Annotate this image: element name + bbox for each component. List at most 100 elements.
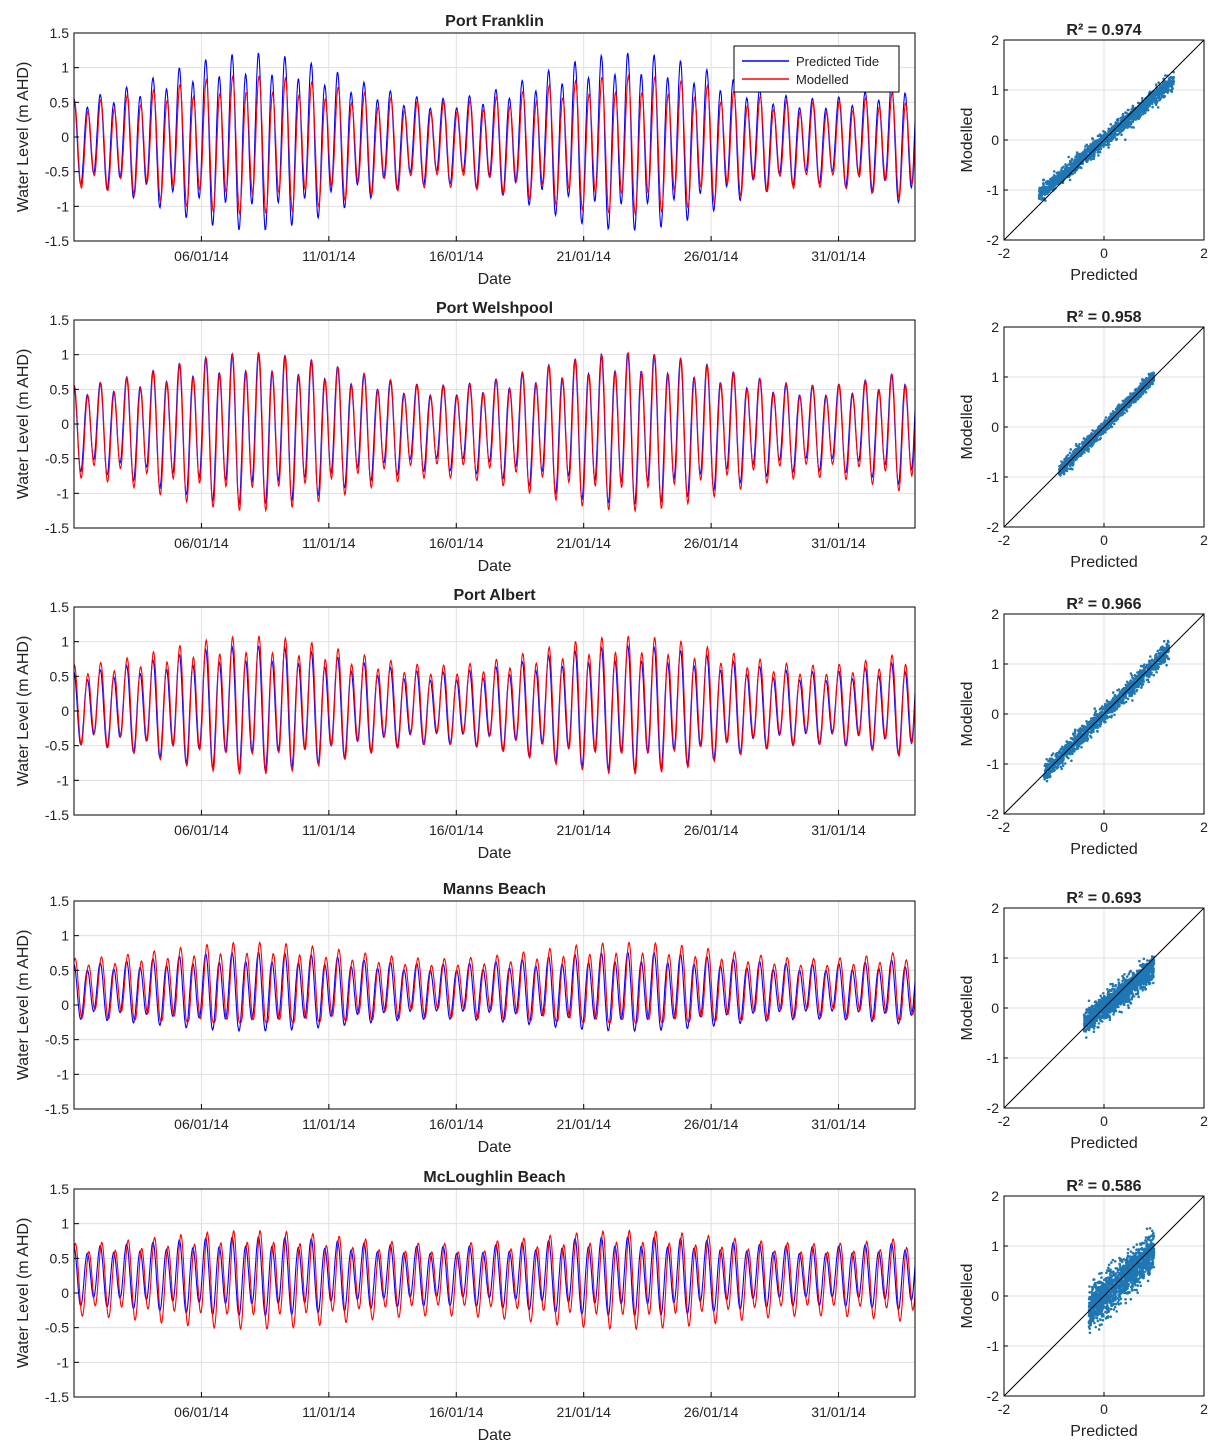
scatter-point	[1137, 113, 1140, 116]
scatter-point	[1085, 439, 1089, 442]
scatter-point	[1068, 451, 1072, 455]
x-tick-label: -2	[998, 819, 1011, 835]
y-tick-label: 0	[991, 706, 999, 722]
scatter-point	[1063, 745, 1067, 749]
scatter-point	[1043, 777, 1046, 781]
scatter-point	[1147, 97, 1150, 101]
scatter-point	[1121, 399, 1125, 403]
x-tick-label: 11/01/14	[302, 535, 356, 551]
scatter-point	[1157, 91, 1160, 94]
scatter-point	[1080, 746, 1083, 749]
x-tick-label: 31/01/14	[811, 248, 866, 264]
scatter-point	[1065, 165, 1069, 169]
scatter-point	[1131, 107, 1134, 110]
scatter-point	[1076, 157, 1080, 160]
x-axis-label: Predicted	[1070, 554, 1138, 571]
scatter-point	[1164, 74, 1167, 77]
scatter-point	[1062, 176, 1065, 179]
scatter-point	[1070, 157, 1074, 161]
scatter-point	[1134, 676, 1138, 679]
scatter-point	[1101, 135, 1104, 138]
x-tick-label: 06/01/14	[174, 248, 229, 264]
scatter-point	[1078, 443, 1081, 446]
scatter-point	[1051, 182, 1054, 185]
scatter-point	[1091, 429, 1094, 432]
x-tick-label: 31/01/14	[811, 1116, 866, 1132]
scatter-point	[1095, 437, 1099, 441]
y-tick-label: 0.5	[50, 381, 70, 397]
scatter-point	[1083, 438, 1087, 442]
scatter-point	[1140, 686, 1143, 689]
scatter-point	[1068, 752, 1072, 755]
scatter-point	[1061, 764, 1065, 768]
scatter-point	[1133, 114, 1136, 118]
y-tick-label: -1	[57, 485, 70, 501]
scatter-point	[1090, 153, 1093, 157]
scatter-point	[1136, 685, 1140, 688]
x-tick-label: 2	[1200, 819, 1208, 835]
scatter-point	[1104, 702, 1107, 706]
timeseries-panel-2: -1.5-1-0.500.511.506/01/14 11/01/14 16/01/…	[15, 587, 916, 862]
scatter-point	[1081, 737, 1084, 740]
scatter-point	[1132, 126, 1135, 129]
scatter-point	[1056, 171, 1059, 175]
scatter-point	[1166, 639, 1170, 643]
scatter-point	[1117, 701, 1121, 704]
y-tick-label: 1	[61, 634, 69, 650]
scatter-point	[1145, 101, 1148, 105]
scatter-point	[1127, 682, 1130, 685]
y-tick-label: 2	[991, 319, 999, 335]
scatter-point	[1151, 105, 1154, 109]
scatter-point	[1050, 757, 1053, 761]
scatter-point	[1056, 766, 1059, 769]
scatter-point	[1089, 719, 1093, 723]
scatter-point	[1093, 711, 1097, 715]
y-tick-label: 1.5	[50, 599, 70, 615]
scatter-point	[1144, 109, 1147, 112]
scatter-point	[1102, 130, 1105, 133]
scatter-point	[1115, 133, 1118, 137]
scatter-point	[1079, 739, 1082, 742]
y-tick-label: 0	[61, 703, 69, 719]
y-tick-label: 0	[61, 997, 69, 1013]
scatter-point	[1124, 138, 1127, 141]
scatter-point	[1156, 649, 1160, 653]
scatter-point	[1137, 682, 1141, 685]
scatter-point	[1137, 387, 1140, 390]
scatter-point	[1100, 710, 1104, 713]
scatter-point	[1113, 136, 1117, 139]
scatter-point	[1127, 108, 1130, 112]
scatter-point	[1145, 678, 1149, 682]
scatter-point	[1054, 754, 1057, 758]
scatter-point	[1083, 729, 1086, 733]
scatter-point	[1154, 91, 1158, 95]
scatter-point	[1111, 410, 1115, 413]
scatter-point	[1134, 118, 1138, 121]
scatter-point	[1046, 762, 1049, 766]
scatter-point	[1085, 720, 1088, 723]
scatter-point	[1042, 186, 1046, 189]
series-line-modelled	[73, 351, 916, 513]
scatter-point	[1135, 110, 1139, 114]
y-tick-label: 0	[991, 419, 999, 435]
scatter-point	[1117, 127, 1120, 131]
scatter-point	[1075, 151, 1079, 154]
scatter-point	[1114, 984, 1117, 988]
scatter-point	[1077, 728, 1081, 731]
scatter-point	[1146, 959, 1149, 962]
scatter-point	[1164, 654, 1168, 657]
scatter-point	[1139, 669, 1142, 672]
scatter-point	[1133, 388, 1137, 392]
scatter-point	[1121, 412, 1124, 416]
scatter-point	[1060, 748, 1064, 751]
scatter-point	[1087, 147, 1090, 151]
scatter-point	[1155, 656, 1158, 659]
scatter-point	[1113, 422, 1116, 426]
scatter-point	[1112, 133, 1116, 137]
scatter-point	[1172, 76, 1176, 79]
y-tick-label: -1.5	[45, 233, 69, 249]
scatter-point	[1103, 429, 1107, 433]
scatter-point	[1144, 391, 1148, 394]
scatter-point	[1065, 469, 1069, 473]
